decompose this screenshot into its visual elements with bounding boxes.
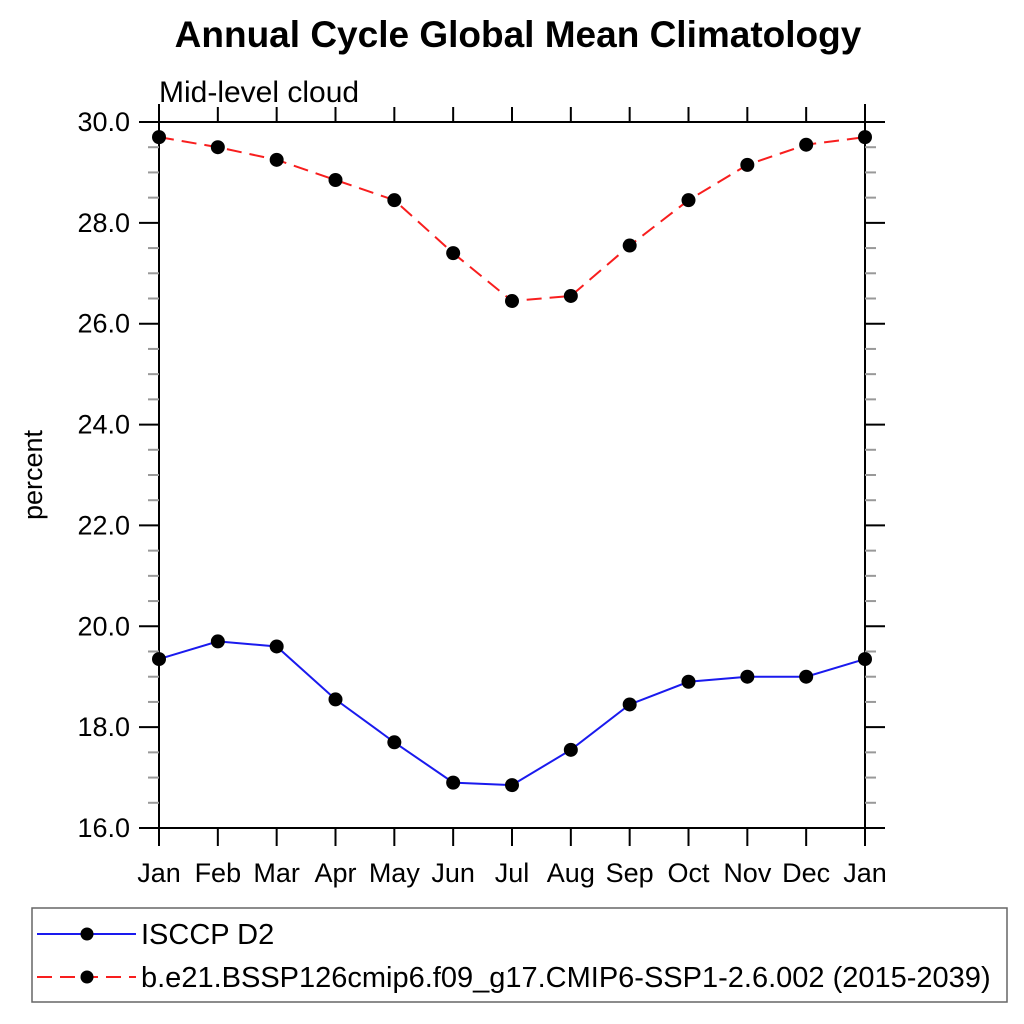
y-tick-labels: 16.0 18.0 20.0 22.0 24.0 26.0 28.0 30.0 <box>77 107 130 843</box>
data-point-marker <box>152 652 166 667</box>
data-point-marker <box>799 137 814 152</box>
y-tick-label: 26.0 <box>77 309 130 339</box>
x-tick-label: Oct <box>667 858 710 888</box>
legend-box <box>31 907 1008 1003</box>
data-point-marker <box>505 294 519 309</box>
chart-title: Annual Cycle Global Mean Climatology <box>175 14 862 55</box>
data-point-marker <box>622 697 637 712</box>
data-point-marker <box>858 130 872 145</box>
legend-label-isccp: ISCCP D2 <box>141 919 274 951</box>
x-tick-label: Jan <box>137 858 181 888</box>
x-tick-label: Nov <box>723 858 772 888</box>
y-tick-label: 24.0 <box>77 410 130 440</box>
x-tick-label: Feb <box>195 858 242 888</box>
legend-line-samples <box>37 927 136 984</box>
data-point-marker <box>387 193 402 208</box>
y-tick-label: 28.0 <box>77 208 130 238</box>
data-point-marker <box>152 130 166 145</box>
y-tick-label: 22.0 <box>77 510 130 540</box>
x-tick-label: Jan <box>843 858 887 888</box>
x-tick-label: Dec <box>782 858 830 888</box>
y-axis-ticks <box>139 121 885 829</box>
legend-label-model: b.e21.BSSP126cmip6.f09_g17.CMIP6-SSP1-2.… <box>141 962 991 994</box>
data-point-marker <box>269 152 284 167</box>
series-line-0 <box>158 640 866 787</box>
data-point-marker <box>563 742 578 757</box>
data-point-marker <box>210 634 225 649</box>
data-point-marker <box>681 674 696 689</box>
data-point-marker <box>799 669 814 684</box>
x-tick-label: Apr <box>314 858 356 888</box>
data-point-marker <box>328 692 343 707</box>
x-axis-ticks <box>158 107 866 846</box>
data-point-marker <box>210 140 225 155</box>
x-tick-label: Jun <box>431 858 475 888</box>
legend: ISCCP D2 b.e21.BSSP126cmip6.f09_g17.CMIP… <box>31 907 1008 1003</box>
series-line-1 <box>158 136 866 303</box>
data-point-marker <box>563 288 578 303</box>
x-tick-label: May <box>369 858 421 888</box>
data-point-marker <box>858 652 872 667</box>
y-tick-label: 30.0 <box>77 107 130 137</box>
data-point-marker <box>681 193 696 208</box>
plot-frame <box>141 104 883 845</box>
data-point-marker <box>387 735 402 750</box>
data-point-marker <box>740 669 755 684</box>
data-point-marker <box>505 778 519 793</box>
data-point-marker <box>622 238 637 253</box>
y-axis-label: percent <box>18 429 48 520</box>
x-tick-label: Mar <box>253 858 300 888</box>
x-tick-labels: Jan Feb Mar Apr May Jun Jul Aug Sep Oct Nov Dec Jan <box>137 858 887 888</box>
data-point-marker <box>740 157 755 172</box>
x-tick-label: Jul <box>495 858 530 888</box>
legend-sample-marker-1 <box>80 970 94 984</box>
chart-subtitle: Mid-level cloud <box>159 76 359 109</box>
data-point-marker <box>328 172 343 187</box>
y-tick-label: 20.0 <box>77 611 130 641</box>
y-tick-label: 16.0 <box>77 813 130 843</box>
legend-sample-marker-0 <box>80 927 94 941</box>
y-tick-label: 18.0 <box>77 712 130 742</box>
data-series <box>152 130 872 793</box>
data-point-marker <box>446 775 461 790</box>
data-point-marker <box>269 639 284 654</box>
x-tick-label: Aug <box>547 858 595 888</box>
data-point-marker <box>446 246 461 261</box>
x-tick-label: Sep <box>606 858 654 888</box>
